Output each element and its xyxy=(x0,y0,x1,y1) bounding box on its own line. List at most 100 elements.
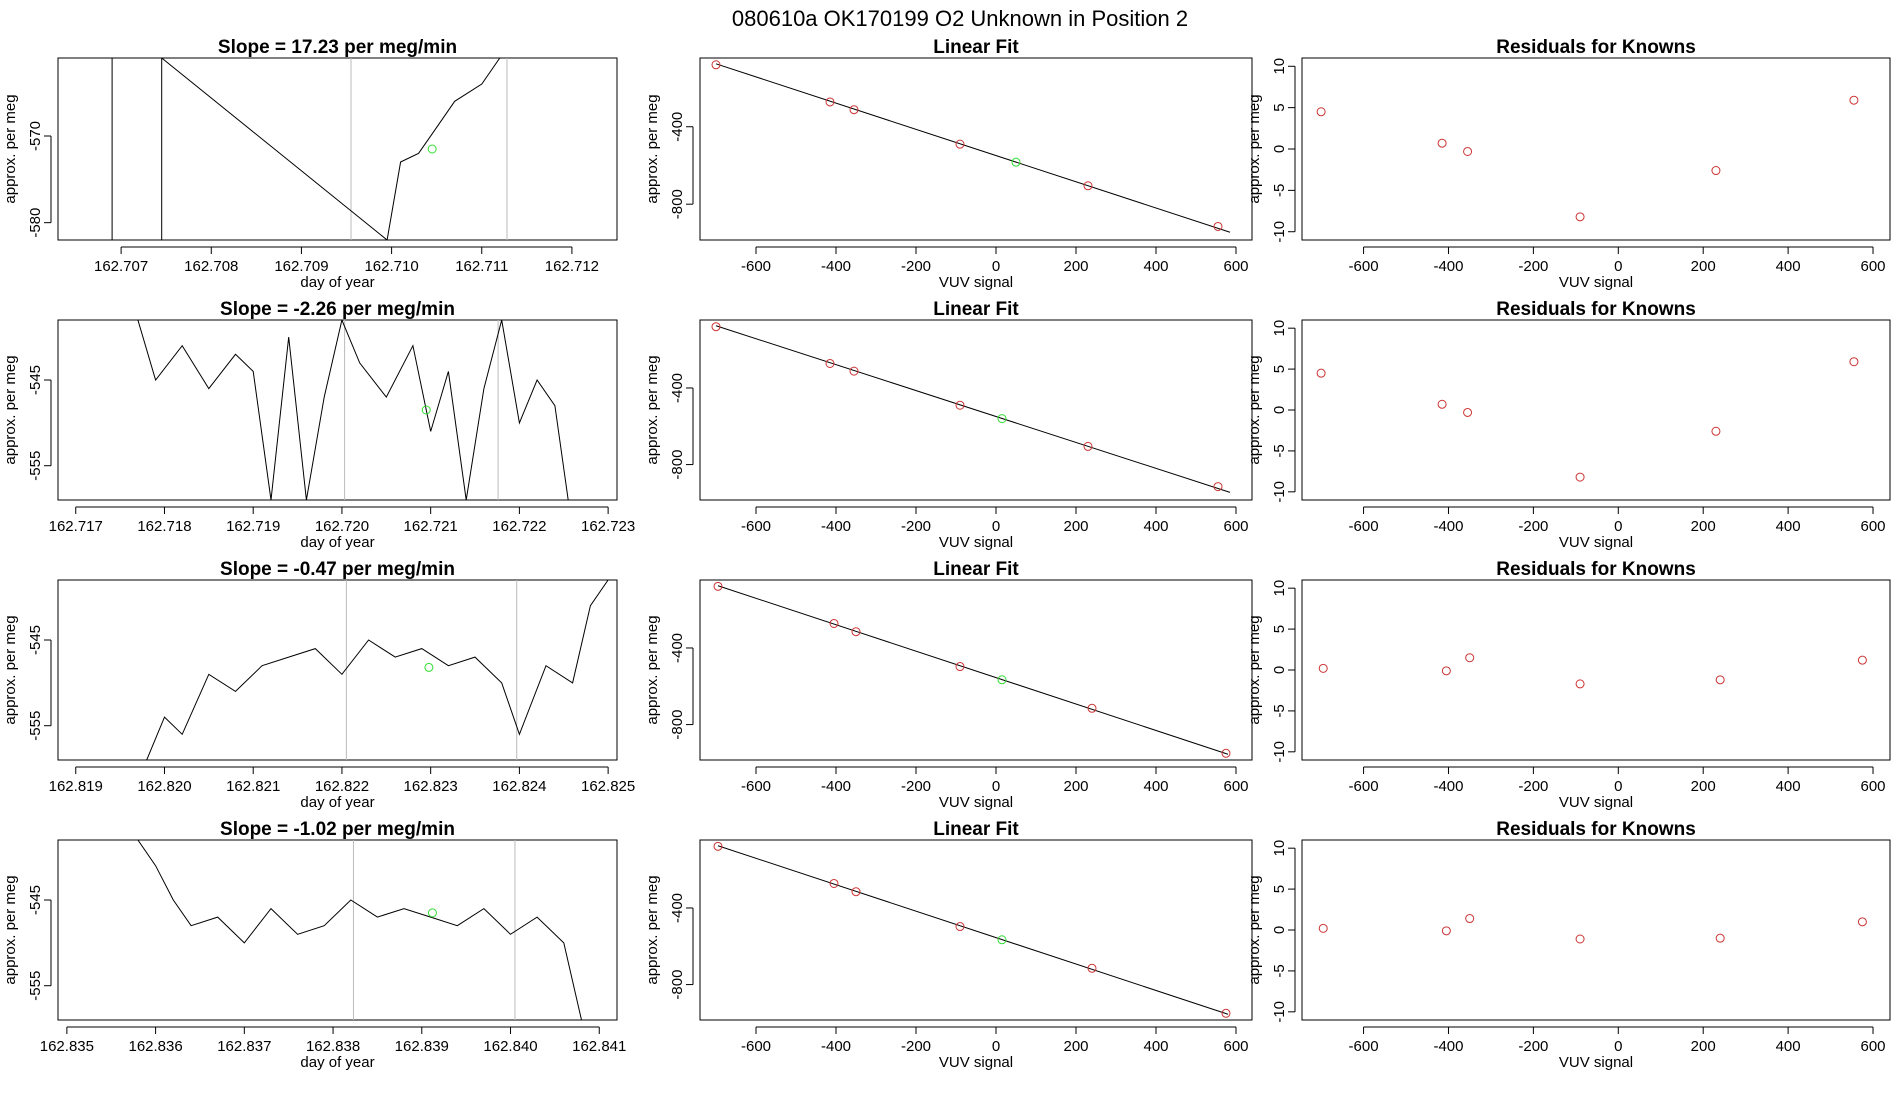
x-tick-label: 162.821 xyxy=(226,778,280,795)
y-tick-label: -545 xyxy=(27,625,44,655)
panel-r2-c3: Residuals for Knowns -600 -400 -200 0 200 400 6… xyxy=(1246,299,1891,551)
y-tick-label: 5 xyxy=(1271,625,1288,633)
plot-area xyxy=(137,840,582,1020)
residual-point xyxy=(1316,107,1326,117)
x-tick-label: 162.722 xyxy=(492,518,546,535)
y-tick-label: -570 xyxy=(27,121,44,151)
x-axis-label: VUV signal xyxy=(939,274,1013,291)
y-tick-label: -545 xyxy=(27,365,44,395)
x-tick-label: 162.836 xyxy=(128,1038,182,1055)
x-tick-label: -200 xyxy=(1518,518,1548,535)
x-tick-label: 400 xyxy=(1143,778,1168,795)
y-tick-label: -555 xyxy=(27,451,44,481)
x-tick-label: 400 xyxy=(1143,258,1168,275)
figure-suptitle: 080610a OK170199 O2 Unknown in Position … xyxy=(732,6,1188,31)
residual-point xyxy=(1437,138,1447,148)
x-tick-label: 400 xyxy=(1776,518,1801,535)
x-tick-label: 0 xyxy=(1614,258,1622,275)
plot-area xyxy=(711,322,1231,493)
y-tick-label: -5 xyxy=(1271,704,1288,717)
x-tick-label: 162.839 xyxy=(395,1038,449,1055)
residual-point xyxy=(1711,166,1721,176)
x-tick-label: 162.707 xyxy=(94,258,148,275)
plot-frame xyxy=(699,319,1253,501)
x-tick-label: 162.822 xyxy=(315,778,369,795)
x-tick-label: 200 xyxy=(1691,778,1716,795)
x-tick-label: 200 xyxy=(1691,258,1716,275)
panel-r4-c2: Linear Fit -600 -400 -200 0 200 400 600 VUV sign… xyxy=(644,819,1253,1071)
x-axis-label: day of year xyxy=(300,1054,374,1071)
known-point xyxy=(1083,181,1093,191)
known-point xyxy=(1221,748,1231,758)
residual-point xyxy=(1437,399,1447,409)
plot-frame xyxy=(699,839,1253,1021)
y-axis-label: approx. per meg xyxy=(644,94,661,203)
y-axis-label: approx. per meg xyxy=(644,615,661,724)
y-axis-label: approx. per meg xyxy=(644,355,661,464)
x-tick-label: -400 xyxy=(821,258,851,275)
y-axis-label: approx. per meg xyxy=(2,875,19,984)
fit-line xyxy=(717,585,1229,755)
y-tick-label: 0 xyxy=(1271,666,1288,674)
known-point xyxy=(1087,963,1097,973)
x-axis-label: VUV signal xyxy=(1559,794,1633,811)
x-tick-label: -600 xyxy=(741,258,771,275)
plot-area xyxy=(1318,653,1867,689)
residual-point xyxy=(1316,368,1326,378)
y-axis-label: approx. per meg xyxy=(1246,355,1263,464)
panel-title: Linear Fit xyxy=(933,37,1019,58)
unknown-point xyxy=(1011,157,1021,167)
y-tick-label: 0 xyxy=(1271,406,1288,414)
residual-point xyxy=(1575,212,1585,222)
x-tick-label: 0 xyxy=(992,1038,1000,1055)
x-tick-label: 162.712 xyxy=(545,258,599,275)
residual-point xyxy=(1857,917,1867,927)
plot-area xyxy=(137,320,569,500)
plot-area xyxy=(111,58,508,240)
known-point xyxy=(955,400,965,410)
y-axis-label: approx. per meg xyxy=(2,355,19,464)
plot-area xyxy=(1316,357,1859,482)
x-tick-label: -400 xyxy=(821,778,851,795)
x-axis-label: day of year xyxy=(300,274,374,291)
x-tick-label: 162.825 xyxy=(581,778,635,795)
x-tick-label: -200 xyxy=(901,258,931,275)
y-tick-label: -580 xyxy=(27,208,44,238)
series-line xyxy=(137,320,569,500)
x-axis-label: VUV signal xyxy=(1559,534,1633,551)
x-axis-label: day of year xyxy=(300,794,374,811)
x-tick-label: 162.710 xyxy=(364,258,418,275)
y-tick-label: -5 xyxy=(1271,444,1288,457)
plot-frame xyxy=(699,579,1253,761)
plot-area xyxy=(1318,914,1867,944)
unknown-mean-point xyxy=(424,662,434,672)
x-tick-label: 600 xyxy=(1861,518,1886,535)
known-point xyxy=(851,887,861,897)
plot-area xyxy=(713,581,1231,758)
x-tick-label: -400 xyxy=(1433,778,1463,795)
x-tick-label: -200 xyxy=(1518,258,1548,275)
y-tick-label: -800 xyxy=(669,189,686,219)
plot-frame xyxy=(699,57,1253,241)
residual-point xyxy=(1711,426,1721,436)
residual-point xyxy=(1575,679,1585,689)
panel-r1-c2: Linear Fit -600 -400 -200 0 200 400 600 VUV sign… xyxy=(644,37,1253,291)
panel-r1-c1: Slope = 17.23 per meg/min 162.707 162.708 1… xyxy=(2,37,618,291)
known-point xyxy=(1213,482,1223,492)
plot-frame xyxy=(57,57,618,241)
y-tick-label: 10 xyxy=(1271,580,1288,597)
y-tick-label: 0 xyxy=(1271,145,1288,153)
x-tick-label: 162.820 xyxy=(137,778,191,795)
x-tick-label: -200 xyxy=(1518,1038,1548,1055)
panel-r4-c1: Slope = -1.02 per meg/min 162.835 162.836 1… xyxy=(2,819,626,1071)
x-tick-label: -600 xyxy=(1349,258,1379,275)
residual-point xyxy=(1715,675,1725,685)
y-tick-label: -800 xyxy=(669,450,686,480)
panel-r2-c1: Slope = -2.26 per meg/min 162.717 162.718 1… xyxy=(2,299,635,551)
panel-grid: Slope = 17.23 per meg/min 162.707 162.708 1… xyxy=(2,37,1891,1071)
x-tick-label: 600 xyxy=(1861,258,1886,275)
y-tick-label: 5 xyxy=(1271,103,1288,111)
known-point xyxy=(711,322,721,332)
residual-point xyxy=(1463,146,1473,156)
